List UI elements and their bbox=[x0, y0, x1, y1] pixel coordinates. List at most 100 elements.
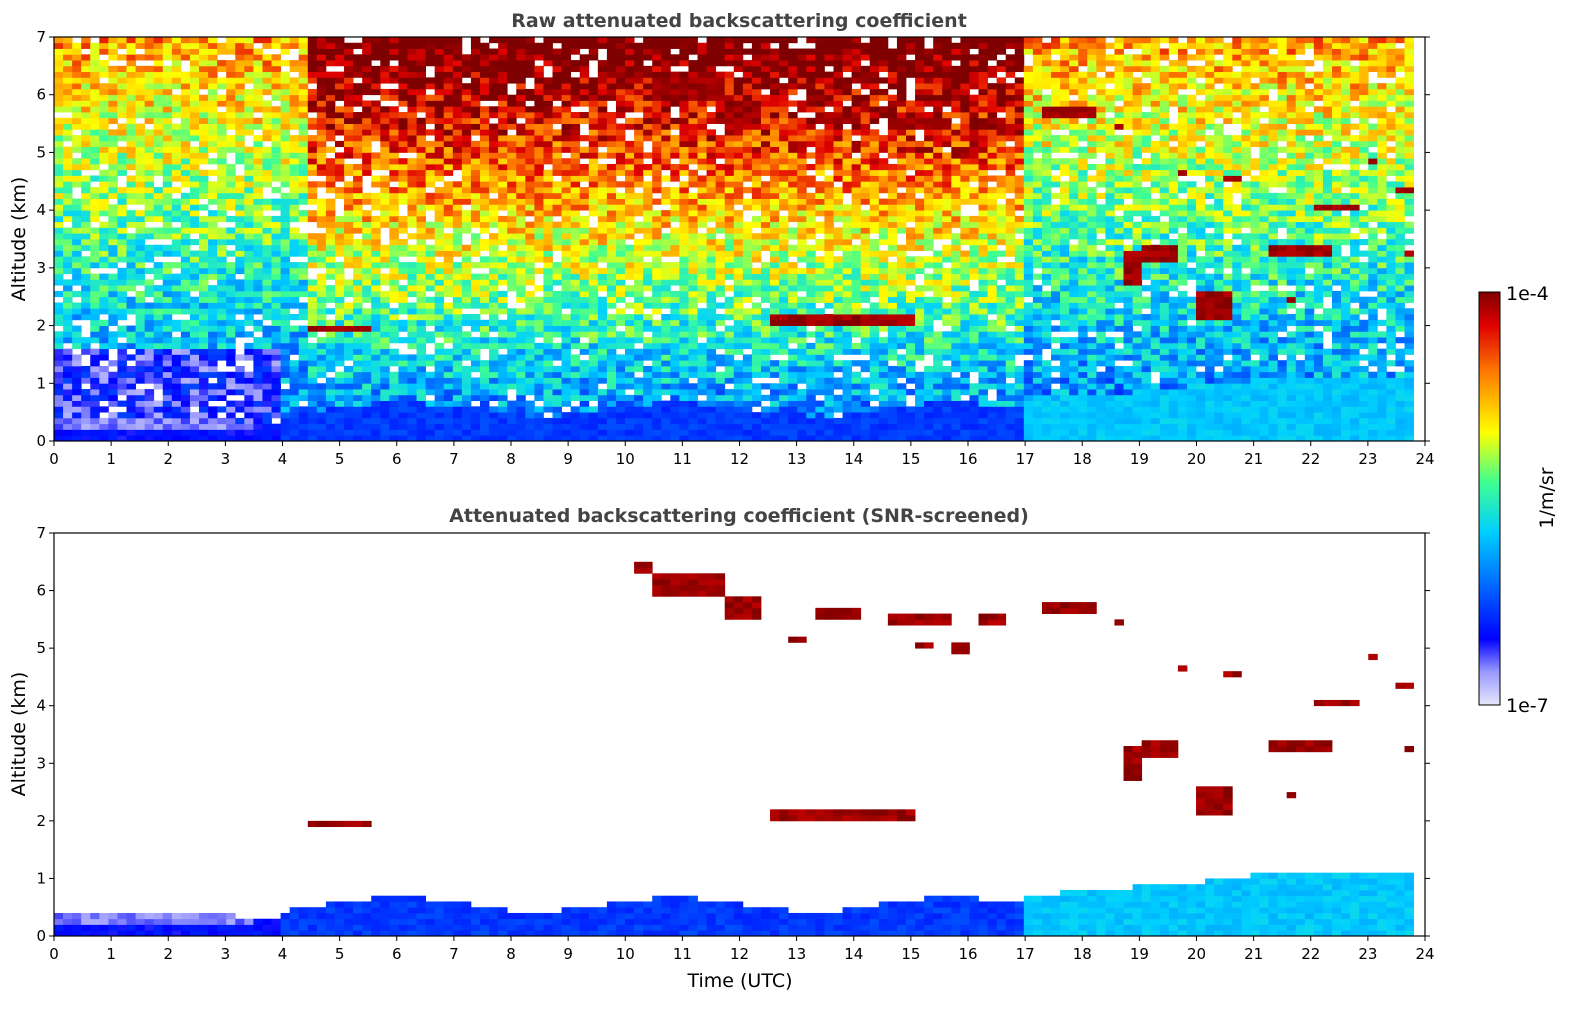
heatmap-cell bbox=[498, 423, 508, 430]
heatmap-cell bbox=[534, 383, 544, 390]
heatmap-cell bbox=[652, 54, 662, 61]
heatmap-cell bbox=[398, 412, 408, 419]
heatmap-cell bbox=[688, 112, 698, 119]
heatmap-cell bbox=[280, 198, 291, 205]
heatmap-cell bbox=[724, 256, 735, 263]
heatmap-cell bbox=[480, 192, 490, 199]
heatmap-cell bbox=[679, 296, 689, 303]
heatmap-cell bbox=[298, 175, 309, 182]
heatmap-cell bbox=[307, 135, 318, 142]
heatmap-cell bbox=[760, 296, 771, 303]
heatmap-cell bbox=[244, 221, 254, 228]
heatmap-cell bbox=[81, 227, 91, 234]
heatmap-cell bbox=[63, 215, 73, 223]
heatmap-cell bbox=[380, 54, 390, 61]
heatmap-cell bbox=[615, 54, 626, 61]
heatmap-cell bbox=[72, 360, 82, 367]
heatmap-cell bbox=[389, 394, 399, 401]
heatmap-cell bbox=[661, 239, 671, 246]
heatmap-cell bbox=[398, 377, 408, 384]
heatmap-cell bbox=[561, 354, 572, 361]
heatmap-cell bbox=[189, 267, 200, 275]
heatmap-cell bbox=[353, 140, 363, 148]
heatmap-cell bbox=[733, 192, 744, 199]
heatmap-cell bbox=[507, 163, 517, 171]
heatmap-cell bbox=[334, 319, 345, 326]
heatmap-cell bbox=[715, 42, 726, 49]
heatmap-cell bbox=[543, 279, 553, 286]
heatmap-cell bbox=[634, 429, 644, 436]
heatmap-cell bbox=[344, 331, 354, 338]
heatmap-cell bbox=[307, 406, 318, 413]
heatmap-cell bbox=[380, 342, 390, 350]
heatmap-cell bbox=[289, 192, 300, 199]
heatmap-cell bbox=[298, 187, 309, 194]
heatmap-cell bbox=[543, 129, 553, 136]
heatmap-cell bbox=[334, 37, 345, 44]
heatmap-cell bbox=[661, 54, 671, 61]
heatmap-cell bbox=[81, 406, 91, 413]
heatmap-cell bbox=[552, 377, 562, 384]
heatmap-cell bbox=[525, 325, 535, 332]
heatmap-cell bbox=[289, 429, 300, 436]
heatmap-cell bbox=[507, 256, 517, 263]
heatmap-cell bbox=[606, 198, 617, 205]
heatmap-cell bbox=[470, 360, 481, 367]
heatmap-cell bbox=[189, 71, 200, 78]
heatmap-cell bbox=[552, 117, 562, 124]
heatmap-cell bbox=[697, 158, 707, 165]
heatmap-cell bbox=[316, 54, 327, 61]
heatmap-cell bbox=[661, 267, 671, 275]
heatmap-cell bbox=[72, 233, 82, 240]
heatmap-cell bbox=[117, 163, 127, 171]
heatmap-cell bbox=[670, 163, 680, 171]
heatmap-cell bbox=[398, 117, 408, 124]
heatmap-cell bbox=[54, 342, 64, 350]
heatmap-cell bbox=[652, 117, 662, 124]
heatmap-cell bbox=[480, 48, 490, 55]
heatmap-cell bbox=[280, 348, 291, 355]
heatmap-cell bbox=[235, 296, 245, 303]
heatmap-cell bbox=[634, 302, 644, 309]
heatmap-cell bbox=[561, 389, 572, 396]
heatmap-cell bbox=[570, 331, 581, 338]
heatmap-cell bbox=[171, 435, 182, 442]
heatmap-cell bbox=[498, 221, 508, 228]
heatmap-cell bbox=[81, 239, 91, 246]
heatmap-cell bbox=[461, 337, 472, 344]
heatmap-cell bbox=[634, 435, 644, 442]
heatmap-cell bbox=[307, 250, 318, 257]
heatmap-cell bbox=[416, 187, 427, 194]
heatmap-cell bbox=[235, 123, 245, 130]
heatmap-cell bbox=[298, 112, 309, 119]
heatmap-cell bbox=[416, 129, 427, 136]
heatmap-cell bbox=[652, 129, 662, 136]
heatmap-cell bbox=[99, 302, 109, 309]
heatmap-cell bbox=[162, 296, 173, 303]
heatmap-cell bbox=[688, 273, 698, 280]
heatmap-cell bbox=[135, 152, 146, 159]
heatmap-cell bbox=[516, 60, 526, 67]
heatmap-cell bbox=[552, 429, 562, 436]
heatmap-cell bbox=[489, 435, 499, 442]
heatmap-cell bbox=[189, 342, 200, 350]
heatmap-cell bbox=[334, 152, 345, 159]
heatmap-cell bbox=[507, 400, 517, 407]
heatmap-cell bbox=[507, 285, 517, 292]
heatmap-cell bbox=[108, 158, 118, 165]
heatmap-cell bbox=[135, 244, 146, 251]
heatmap-cell bbox=[661, 337, 671, 344]
heatmap-cell bbox=[498, 389, 508, 396]
heatmap-cell bbox=[416, 262, 427, 269]
heatmap-cell bbox=[135, 221, 146, 228]
heatmap-cell bbox=[760, 146, 771, 153]
heatmap-cell bbox=[389, 348, 399, 355]
heatmap-cell bbox=[416, 308, 427, 315]
heatmap-cell bbox=[760, 37, 771, 44]
heatmap-cell bbox=[135, 169, 146, 176]
heatmap-cell bbox=[353, 187, 363, 194]
heatmap-cell bbox=[54, 163, 64, 171]
heatmap-cell bbox=[425, 267, 436, 275]
heatmap-cell bbox=[316, 348, 327, 355]
heatmap-cell bbox=[371, 389, 381, 396]
